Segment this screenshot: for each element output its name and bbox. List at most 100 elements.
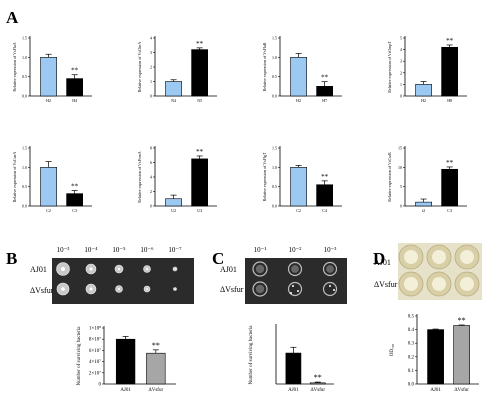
y-tick-label: 1.0 <box>22 165 27 170</box>
y-axis-label: Relative expression of VsOmpT <box>387 41 392 93</box>
bar <box>441 168 458 207</box>
y-tick-label: 2 <box>150 189 152 194</box>
colony-center <box>61 287 65 291</box>
significance-marker: ** <box>152 341 160 350</box>
y-tick-label: 15 <box>398 146 402 151</box>
y-tick-label: 3 <box>150 50 152 55</box>
well-center <box>404 250 418 264</box>
y-tick-label: 0.0 <box>408 383 415 388</box>
bar <box>66 193 84 207</box>
colony-fill <box>255 284 265 294</box>
y-tick-label: 0.5 <box>22 74 27 79</box>
spot-ring <box>287 261 303 277</box>
y-tick-label: 0.4 <box>408 328 415 333</box>
y-tick-label: 3 <box>400 59 402 64</box>
bar <box>191 158 209 207</box>
y-tick-label: 4 <box>150 36 152 41</box>
strain-label: AJ01 <box>220 265 237 274</box>
y-axis-label: Relative expression of VsCsrB <box>387 152 392 202</box>
colony-center <box>117 267 121 271</box>
colony-dot <box>329 285 331 287</box>
y-tick-label: 5 <box>400 184 402 189</box>
well-center <box>460 277 474 291</box>
dilution-label: 10⁻⁷ <box>168 246 182 254</box>
spot-ring <box>322 281 338 297</box>
x-tick-label: ΔVsfur <box>454 388 469 393</box>
y-tick-label: 0.5 <box>272 184 277 189</box>
y-tick-label: 6×10⁷ <box>89 348 101 354</box>
bar <box>415 84 432 97</box>
significance-marker: ** <box>458 316 466 325</box>
significance-marker: ** <box>321 173 329 181</box>
bar <box>285 352 302 385</box>
x-tick-label: U2 <box>171 208 176 213</box>
colony-dot <box>290 292 292 294</box>
y-tick-label: 4×10⁷ <box>89 359 101 365</box>
y-tick-label: 0.0 <box>272 204 277 209</box>
bar <box>427 329 444 385</box>
y-tick-label: 6 <box>150 160 152 165</box>
colony-center <box>145 267 149 271</box>
y-axis-label: Relative expression of VsCueA <box>12 152 17 203</box>
significance-marker: ** <box>196 148 204 156</box>
bar <box>290 167 307 207</box>
x-tick-label: C2 <box>46 208 51 213</box>
x-tick-label: C3 <box>72 208 77 213</box>
x-tick-label: H2 <box>296 98 301 103</box>
well-center <box>404 277 418 291</box>
y-tick-label: 2×10⁷ <box>89 370 101 376</box>
chart-11: 0.0 0.1 0.2 0.3 0.4 0.5 OD₅₉₀ AJ01 ΔVsfur ** <box>390 314 479 393</box>
significance-marker: ** <box>196 40 204 48</box>
bar <box>40 167 57 207</box>
x-tick-label: C2 <box>296 208 301 213</box>
significance-marker: ** <box>321 74 329 82</box>
significance-marker: ** <box>71 67 79 75</box>
plate-c: 10⁻¹ 10⁻² 10⁻³ AJ01 ΔVsfur <box>220 246 347 304</box>
y-axis-label: Relative expression of VsFlaA <box>12 42 17 91</box>
y-tick-label: 0.3 <box>408 342 415 347</box>
bar <box>165 198 182 207</box>
chart-10: Number of surviving bacteria AJ01 ΔVsfur ** <box>249 324 334 393</box>
y-tick-label: 1.0 <box>272 55 277 60</box>
y-tick-label: 5 <box>400 36 402 41</box>
chart-5: 0.0 0.5 1.0 1.5 Relative expression of VsCue… <box>12 146 92 213</box>
panel-label-c: C <box>212 249 224 268</box>
x-tick-label: N4 <box>171 98 176 103</box>
dilution-label: 10⁻³ <box>324 246 337 254</box>
y-axis-label: OD₅₉₀ <box>390 344 395 357</box>
y-tick-label: 1 <box>400 82 402 87</box>
y-tick-label: 0 <box>150 204 152 209</box>
well-center <box>432 250 446 264</box>
y-tick-label: 1.0 <box>272 165 277 170</box>
x-tick-label: H4 <box>72 98 77 103</box>
colony-center <box>146 288 148 290</box>
y-tick-label: 0.1 <box>408 369 415 374</box>
x-tick-label: U3 <box>197 208 202 213</box>
spot-ring <box>322 261 338 277</box>
plate-b: 10⁻³ 10⁻⁴ 10⁻⁵ 10⁻⁶ 10⁻⁷ AJ01 ΔVsfur <box>30 246 194 304</box>
bar <box>316 86 333 97</box>
y-tick-label: 0 <box>400 94 402 99</box>
strain-label: ΔVsfur <box>220 285 244 294</box>
significance-marker: ** <box>446 159 454 167</box>
x-tick-label: AJ01 <box>288 388 299 393</box>
colony-center <box>174 268 176 270</box>
significance-marker: ** <box>314 373 322 382</box>
well-center <box>460 250 474 264</box>
spot-ring <box>287 281 303 297</box>
y-tick-label: 0.2 <box>408 355 415 360</box>
y-tick-label: 0.0 <box>272 94 277 99</box>
y-tick-label: 1×10⁸ <box>89 326 101 332</box>
y-tick-label: 0.0 <box>22 204 27 209</box>
y-tick-label: 0.0 <box>22 94 27 99</box>
x-tick-label: H8 <box>447 98 452 103</box>
x-tick-label: ΔVsfur <box>149 388 164 393</box>
chart-6: 0 2 4 6 8 Relative expression of VsPomA U2 U3 ** <box>137 146 217 213</box>
x-tick-label: AJ01 <box>120 388 131 393</box>
x-tick-label: H7 <box>322 98 327 103</box>
strain-label: AJ01 <box>374 258 391 267</box>
panel-label-a: A <box>6 8 19 27</box>
dilution-label: 10⁻⁶ <box>140 246 154 254</box>
y-axis-label: Relative expression of VsFlaB <box>262 42 267 91</box>
chart-8: 0 5 10 15 Relative expression of VsCsrB t2 C3 *… <box>387 146 467 213</box>
